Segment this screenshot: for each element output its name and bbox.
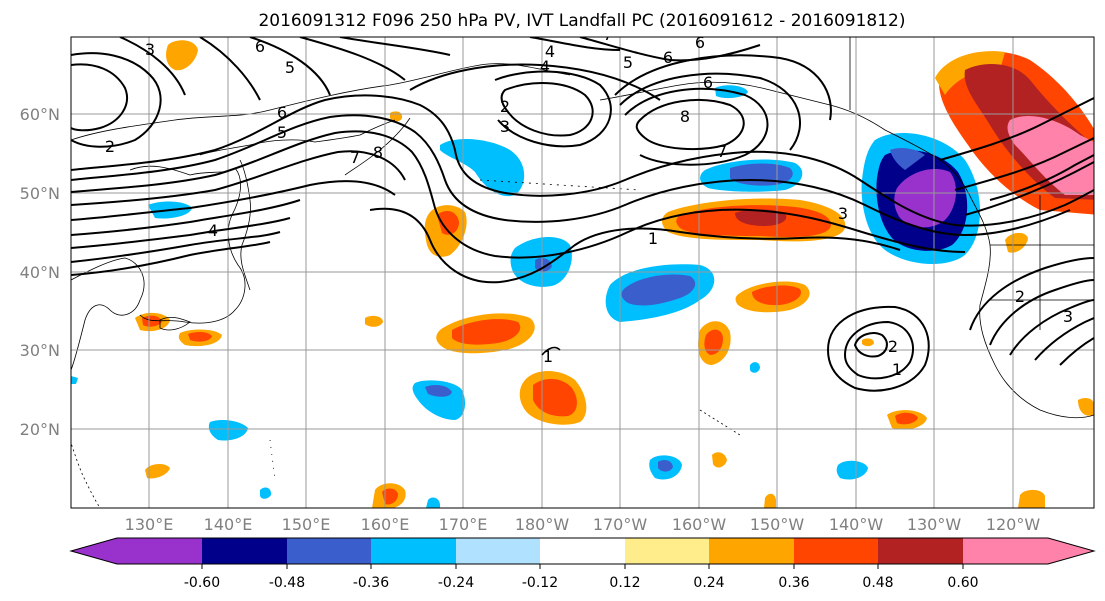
- contour-label: 7: [350, 148, 360, 167]
- lat-label: 50°N: [20, 184, 60, 203]
- lon-label: 170°E: [439, 515, 488, 534]
- contour-label: 6: [255, 37, 265, 56]
- contour-label: 5: [285, 58, 295, 77]
- contour-label: 6: [663, 48, 673, 67]
- colorbar-under-extension: [71, 538, 117, 564]
- contour-label: 4: [540, 57, 550, 76]
- contour-label: 5: [277, 123, 287, 142]
- colorbar-tick-label: -0.12: [522, 575, 558, 591]
- contour-label: 2: [888, 337, 898, 356]
- colorbar-ticks: [201, 564, 964, 569]
- colorbar-tick-label: -0.60: [184, 575, 220, 591]
- colorbar-outline: [69, 537, 1096, 565]
- lon-label: 160°W: [672, 515, 727, 534]
- colorbar-segment: [540, 538, 625, 564]
- colorbar-segment: [709, 538, 794, 564]
- colorbar-segment: [371, 538, 456, 564]
- contour-label: 7: [717, 142, 727, 161]
- lon-label: 120°W: [986, 515, 1041, 534]
- colorbar-tick-label: 0.24: [693, 575, 724, 591]
- contour-label: 7: [603, 25, 613, 44]
- map-frame: [70, 36, 1095, 509]
- lon-label: 130°E: [125, 515, 174, 534]
- colorbar-segment: [878, 538, 963, 564]
- gridlines: [71, 37, 1094, 508]
- shaded-anomaly-fields: [71, 40, 1094, 508]
- contour-label: 8: [680, 107, 690, 126]
- colorbar: -0.60 -0.48 -0.36 -0.24 -0.12 0.12 0.24 …: [69, 537, 1096, 591]
- colorbar-segment: [456, 538, 540, 564]
- lon-label: 170°W: [593, 515, 648, 534]
- negative-anomaly-small-1: [412, 380, 466, 420]
- contour-label: 3: [1063, 307, 1073, 326]
- latitude-labels: 60°N 50°N 40°N 30°N 20°N: [20, 105, 60, 439]
- map-panel: 3 6 5 4 2 6 4 5 6 7 2 3 8 5 6 7 8 6 7 4: [70, 25, 1095, 509]
- contour-label: 2: [1015, 287, 1025, 306]
- colorbar-tick-label: 0.12: [609, 575, 640, 591]
- colorbar-tick-label: -0.48: [269, 575, 305, 591]
- contour-label: 6: [277, 103, 287, 122]
- lon-label: 150°W: [750, 515, 805, 534]
- colorbar-tick-labels: -0.60 -0.48 -0.36 -0.24 -0.12 0.12 0.24 …: [184, 575, 979, 591]
- contour-label: 1: [543, 347, 553, 366]
- contour-label: 4: [545, 42, 555, 61]
- lat-label: 60°N: [20, 105, 60, 124]
- lat-label: 20°N: [20, 420, 60, 439]
- contour-label: 8: [373, 143, 383, 162]
- contour-label: 3: [500, 117, 510, 136]
- colorbar-segment: [117, 538, 202, 564]
- colorbar-tick-label: 0.36: [778, 575, 809, 591]
- longitude-labels: 130°E 140°E 150°E 160°E 170°E 180°W 170°…: [125, 515, 1041, 534]
- lon-label: 150°E: [282, 515, 331, 534]
- contour-label: 5: [623, 53, 633, 72]
- contour-label: 6: [695, 33, 705, 52]
- contour-label: 2: [500, 97, 510, 116]
- contour-label: 2: [105, 137, 115, 156]
- contour-label: 3: [145, 40, 155, 59]
- colorbar-tick-label: -0.36: [353, 575, 389, 591]
- colorbar-over-extension: [963, 538, 1094, 564]
- colorbar-segment: [625, 538, 709, 564]
- colorbar-tick-label: 0.48: [862, 575, 893, 591]
- pv-contours: [71, 37, 1094, 392]
- lon-label: 140°E: [204, 515, 253, 534]
- figure-title: 2016091312 F096 250 hPa PV, IVT Landfall…: [258, 11, 905, 31]
- colorbar-segment: [287, 538, 371, 564]
- lon-label: 160°E: [361, 515, 410, 534]
- contour-labels: 3 6 5 4 2 6 4 5 6 7 2 3 8 5 6 7 8 6 7 4: [105, 25, 1073, 379]
- lon-label: 130°W: [907, 515, 962, 534]
- lat-label: 40°N: [20, 263, 60, 282]
- contour-label: 3: [838, 204, 848, 223]
- contour-label: 1: [648, 229, 658, 248]
- contour-label: 6: [703, 73, 713, 92]
- lon-label: 180°W: [515, 515, 570, 534]
- colorbar-tick-label: 0.60: [947, 575, 978, 591]
- negative-anomaly-kamchatka: [440, 138, 525, 197]
- contour-label: 4: [208, 221, 218, 240]
- colorbar-segment: [794, 538, 878, 564]
- colorbar-segment: [202, 538, 287, 564]
- lon-label: 140°W: [829, 515, 884, 534]
- contour-label: 1: [892, 360, 902, 379]
- lat-label: 30°N: [20, 341, 60, 360]
- colorbar-tick-label: -0.24: [438, 575, 474, 591]
